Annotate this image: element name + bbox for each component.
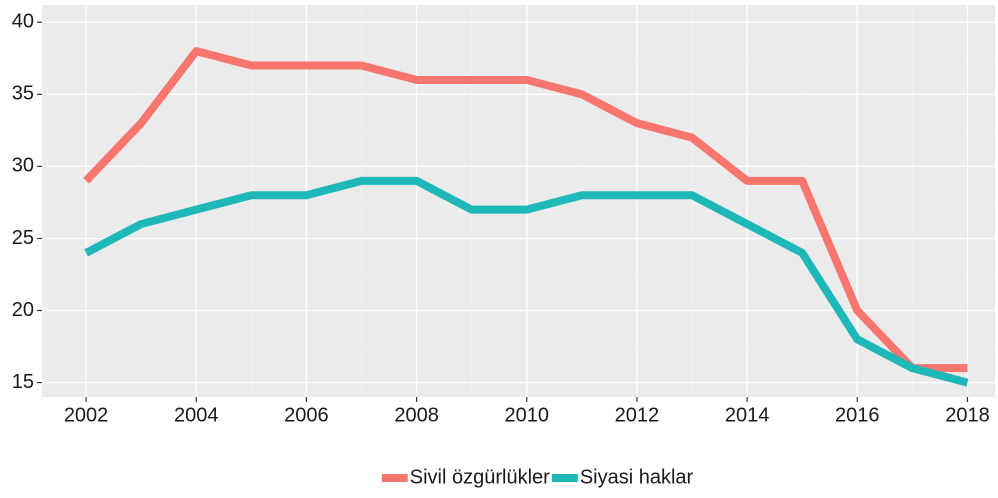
series-line (83, 47, 968, 373)
x-tick-label: 2014 (725, 404, 770, 426)
series-line (84, 176, 969, 387)
x-tick-label: 2012 (615, 404, 660, 426)
y-tick-label: 25 (12, 227, 34, 249)
y-tick-label: 20 (12, 299, 34, 321)
y-tick-label: 15 (12, 371, 34, 393)
y-tick-label: 30 (12, 155, 34, 177)
legend-label: Siyasi haklar (580, 466, 694, 488)
y-tick-label: 40 (12, 11, 34, 33)
x-tick-label: 2002 (64, 404, 109, 426)
x-tick-label: 2008 (394, 404, 439, 426)
legend-label: Sivil özgürlükler (410, 466, 550, 488)
x-tick-label: 2006 (284, 404, 329, 426)
x-tick-label: 2010 (505, 404, 550, 426)
y-tick-label: 35 (12, 83, 34, 105)
plot-background (42, 5, 995, 397)
x-tick-label: 2018 (945, 404, 990, 426)
x-tick-label: 2016 (835, 404, 880, 426)
x-tick-label: 2004 (174, 404, 219, 426)
